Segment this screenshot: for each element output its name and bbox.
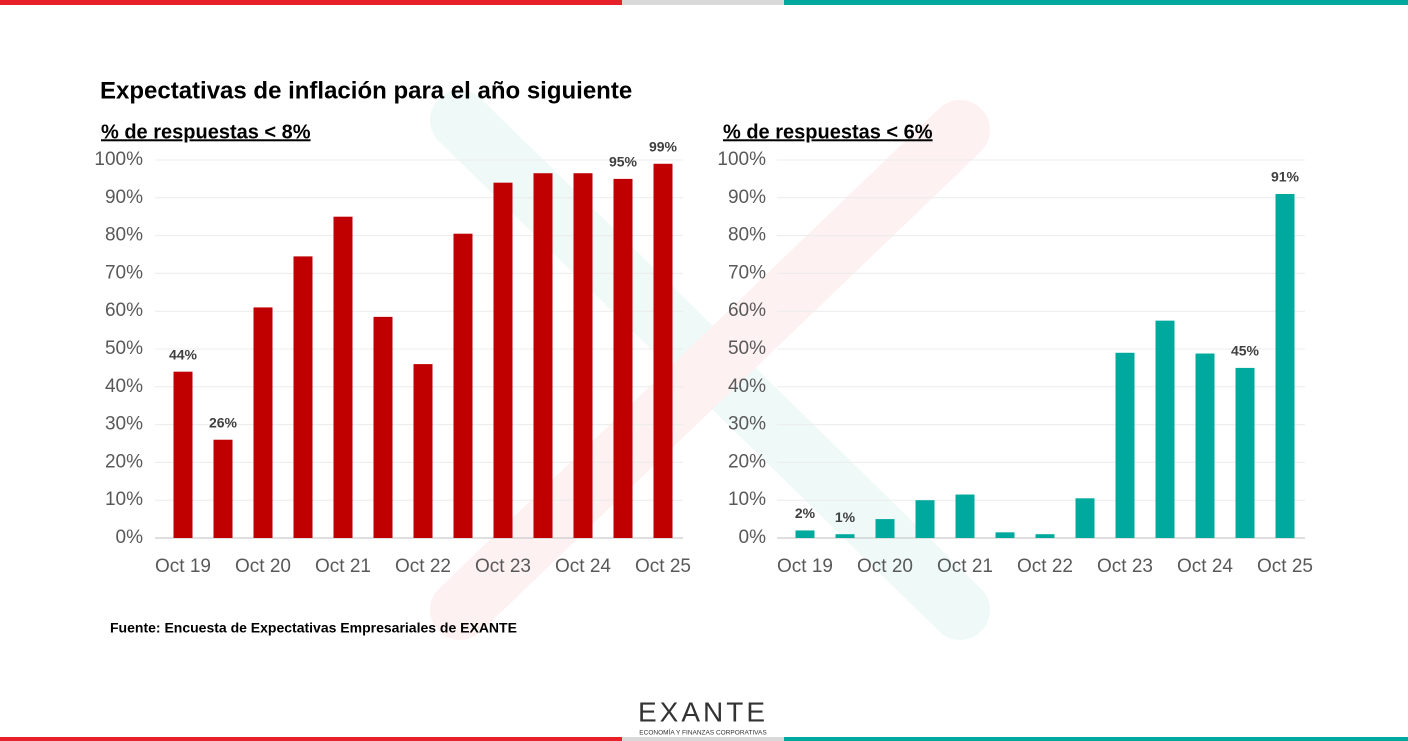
charts: % de respuestas < 8% 0% 10% 20% 30% 40% 50% 60%… (94, 121, 1313, 577)
x-tick-label: Oct 25 (635, 556, 691, 577)
bar (453, 233, 473, 538)
x-tick-label: Oct 20 (235, 556, 291, 577)
y-tick-label: 80% (728, 225, 766, 246)
y-tick-label: 30% (728, 414, 766, 435)
y-tick-label: 60% (728, 300, 766, 321)
bar (875, 519, 895, 538)
y-tick-label: 50% (728, 338, 766, 359)
x-tick-label: Oct 20 (857, 556, 913, 577)
bar (413, 364, 433, 538)
data-label: 99% (649, 138, 678, 154)
x-tick-label: Oct 23 (475, 556, 531, 577)
slide-title: Expectativas de inflación para el año si… (100, 77, 632, 104)
bar (995, 532, 1015, 538)
bar (493, 182, 513, 538)
data-label: 44% (169, 346, 198, 362)
data-label: 45% (1231, 343, 1260, 359)
bar (653, 163, 673, 538)
x-tick-label: Oct 25 (1257, 556, 1313, 577)
data-label: 2% (795, 505, 816, 521)
y-tick-label: 50% (105, 338, 143, 359)
bar (795, 530, 815, 538)
bar (1195, 353, 1215, 538)
y-tick-label: 90% (728, 187, 766, 208)
logo-name: EXANTE (638, 696, 768, 727)
x-tick-label: Oct 22 (395, 556, 451, 577)
chart-subtitle: % de respuestas < 6% (723, 121, 933, 143)
bar (1275, 194, 1295, 538)
x-tick-label: Oct 19 (777, 556, 833, 577)
y-tick-label: 10% (728, 489, 766, 510)
data-label: 1% (835, 509, 856, 525)
y-tick-label: 30% (105, 414, 143, 435)
y-tick-label: 100% (94, 149, 143, 170)
top-stripe-gray (622, 0, 784, 5)
x-tick-label: Oct 19 (155, 556, 211, 577)
bar (955, 494, 975, 538)
top-stripe-teal (784, 0, 1408, 5)
bar (533, 173, 553, 539)
top-stripe-red (0, 0, 622, 5)
bar (613, 178, 633, 538)
bottom-stripe-teal (784, 737, 1408, 741)
y-tick-label: 100% (717, 149, 766, 170)
y-tick-label: 70% (728, 262, 766, 283)
x-tick-label: Oct 22 (1017, 556, 1073, 577)
bar (1115, 352, 1135, 538)
bar (915, 500, 935, 538)
y-tick-label: 90% (105, 187, 143, 208)
y-tick-label: 80% (105, 225, 143, 246)
x-tick-label: Oct 21 (315, 556, 371, 577)
y-tick-label: 0% (116, 527, 144, 548)
bottom-stripe-gray (622, 737, 784, 741)
data-label: 95% (609, 154, 638, 170)
bar (1235, 367, 1255, 538)
bar (333, 216, 353, 538)
bar (253, 307, 273, 538)
chart-subtitle: % de respuestas < 8% (101, 121, 311, 143)
bar (173, 371, 193, 538)
bar (1075, 498, 1095, 538)
y-tick-label: 20% (105, 451, 143, 472)
bar (213, 439, 233, 538)
x-tick-label: Oct 24 (555, 556, 611, 577)
logo-tagline: ECONOMÍA Y FINANZAS CORPORATIVAS (639, 728, 767, 737)
bottom-stripe-red (0, 737, 622, 741)
y-tick-label: 20% (728, 451, 766, 472)
y-tick-label: 10% (105, 489, 143, 510)
y-tick-label: 40% (728, 376, 766, 397)
source-note: Fuente: Encuesta de Expectativas Empresa… (110, 620, 517, 636)
bar (293, 256, 313, 538)
y-tick-label: 40% (105, 376, 143, 397)
y-tick-label: 70% (105, 262, 143, 283)
bar (373, 316, 393, 538)
data-label: 26% (209, 414, 238, 430)
bar (1035, 534, 1055, 538)
data-label: 91% (1271, 169, 1300, 185)
x-tick-label: Oct 24 (1177, 556, 1233, 577)
x-tick-label: Oct 23 (1097, 556, 1153, 577)
bar (573, 173, 593, 539)
y-tick-label: 0% (739, 527, 767, 548)
bar (835, 534, 855, 538)
y-tick-label: 60% (105, 300, 143, 321)
bar (1155, 320, 1175, 538)
x-tick-label: Oct 21 (937, 556, 993, 577)
